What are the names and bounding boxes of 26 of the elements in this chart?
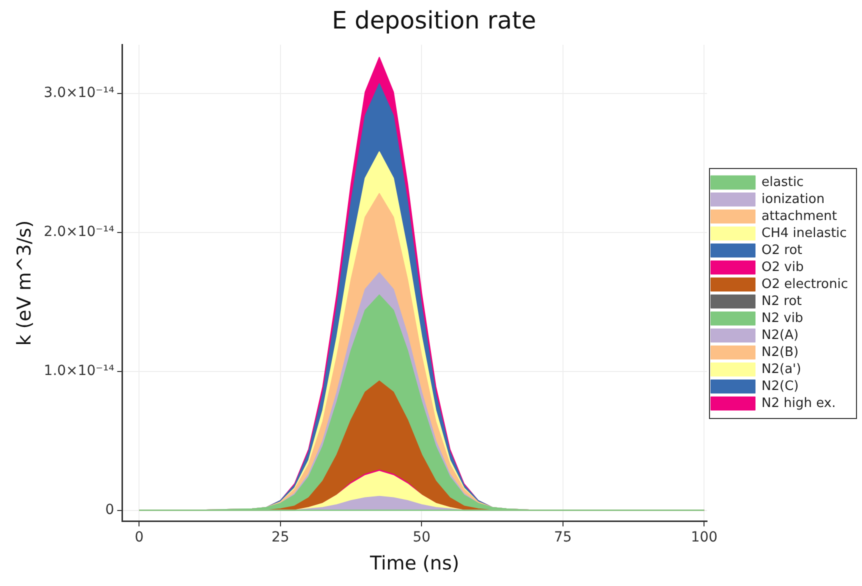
legend-label: N2(A) <box>762 328 799 343</box>
legend-label: O2 rot <box>762 242 802 258</box>
y-tick-label: 2.0×10⁻¹⁴ <box>44 224 115 240</box>
legend-label: N2 high ex. <box>762 396 836 411</box>
y-tick-label: 0 <box>105 502 114 518</box>
legend-label: attachment <box>762 208 838 224</box>
x-tick-label: 100 <box>690 529 718 546</box>
y-tick-label: 3.0×10⁻¹⁴ <box>44 85 115 102</box>
chart-title: E deposition rate <box>332 6 536 35</box>
y-axis-title: k (eV m^3/s) <box>13 220 36 346</box>
x-tick-label: 75 <box>554 529 572 546</box>
legend-label: CH4 inelastic <box>762 226 847 241</box>
legend-label: ionization <box>762 192 825 207</box>
legend-label: elastic <box>762 174 804 190</box>
legend-label: O2 electronic <box>762 276 848 292</box>
y-tick-label: 1.0×10⁻¹⁴ <box>44 362 115 379</box>
x-tick-label: 50 <box>412 529 431 546</box>
legend-label: N2(C) <box>762 378 799 394</box>
legend-label: N2 vib <box>762 310 804 326</box>
legend-label: N2 rot <box>762 294 802 309</box>
x-axis-title: Time (ns) <box>368 552 460 575</box>
x-tick-label: 0 <box>134 529 144 546</box>
legend-label: N2(B) <box>762 344 799 360</box>
legend-label: O2 vib <box>762 260 804 275</box>
legend-label: N2(a') <box>762 362 802 377</box>
x-tick-label: 25 <box>272 529 290 546</box>
